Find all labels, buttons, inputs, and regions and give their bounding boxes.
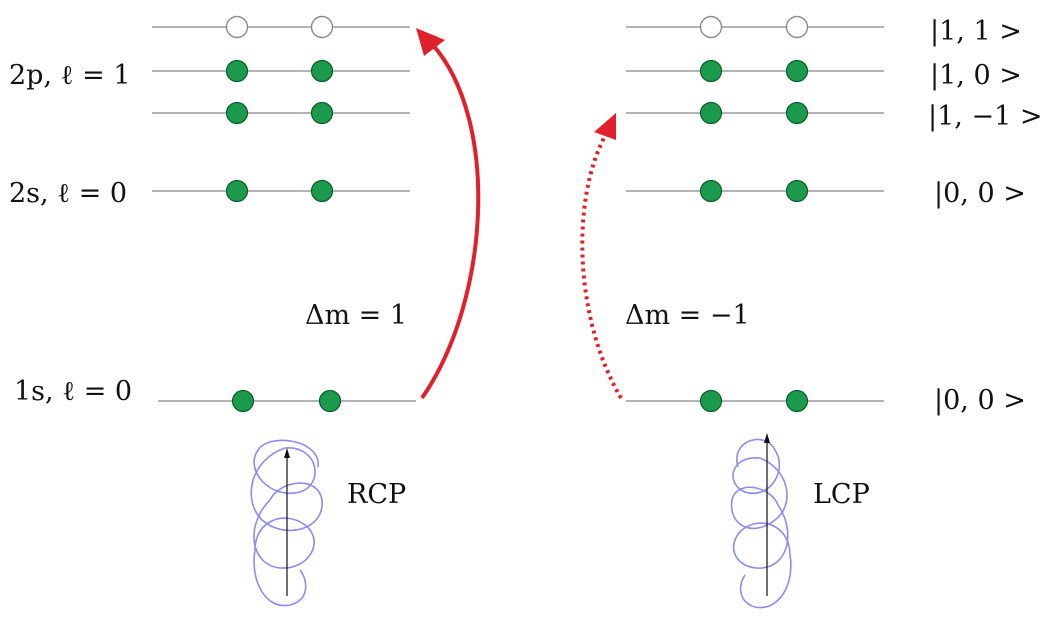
lcp-label: LCP [813,479,870,510]
label-2p: 2p, ℓ = 1 [9,60,131,91]
right-m-plus-hole-1 [699,15,723,39]
left-2s-electron-1 [225,179,249,203]
state-label-m-minus: |1, −1 > [928,101,1041,132]
left-2p-m-zero-electron-2 [310,59,334,83]
state-label-m-zero: |1, 0 > [930,60,1022,91]
left-transition-label: Δm = 1 [305,300,407,331]
left-2p-m-plus-hole-2 [310,15,334,39]
left-1s-electron-1 [231,389,255,413]
right-2s-electron-1 [699,179,723,203]
left-2p-m-plus-hole-1 [225,15,249,39]
label-2s: 2s, ℓ = 0 [9,178,127,209]
right-m-plus-hole-2 [785,15,809,39]
lcp-arrowhead [594,113,616,140]
left-2s-electron-2 [310,179,334,203]
right-panel: |1, 1 > |1, 0 > |1, −1 > |0, 0 > |0, 0 >… [580,15,1041,609]
label-1s: 1s, ℓ = 0 [14,376,132,407]
right-2s-electron-2 [785,179,809,203]
state-label-m-plus: |1, 1 > [930,16,1022,47]
lcp-transition-arrow [580,133,623,400]
rcp-helix-icon [250,439,323,607]
state-label-2s: |0, 0 > [934,178,1026,209]
right-m-minus-electron-2 [785,101,809,125]
right-m-minus-electron-1 [699,101,723,125]
left-1s-electron-2 [318,389,342,413]
left-panel: 2p, ℓ = 1 2s, ℓ = 0 1s, ℓ = 0 Δm = 1 RCP [9,15,481,607]
right-transition-label: Δm = −1 [625,300,750,331]
rcp-arrowhead [416,28,445,56]
left-2p-m-minus-electron-2 [310,101,334,125]
right-m-zero-electron-2 [785,59,809,83]
state-label-1s: |0, 0 > [934,385,1026,416]
left-2p-m-zero-electron-1 [225,59,249,83]
rcp-transition-arrow [420,42,481,400]
right-1s-electron-1 [699,389,723,413]
right-m-zero-electron-1 [699,59,723,83]
right-1s-electron-2 [785,389,809,413]
left-2p-m-minus-electron-1 [225,101,249,125]
rcp-label: RCP [347,479,406,510]
lcp-helix-icon [730,433,792,609]
